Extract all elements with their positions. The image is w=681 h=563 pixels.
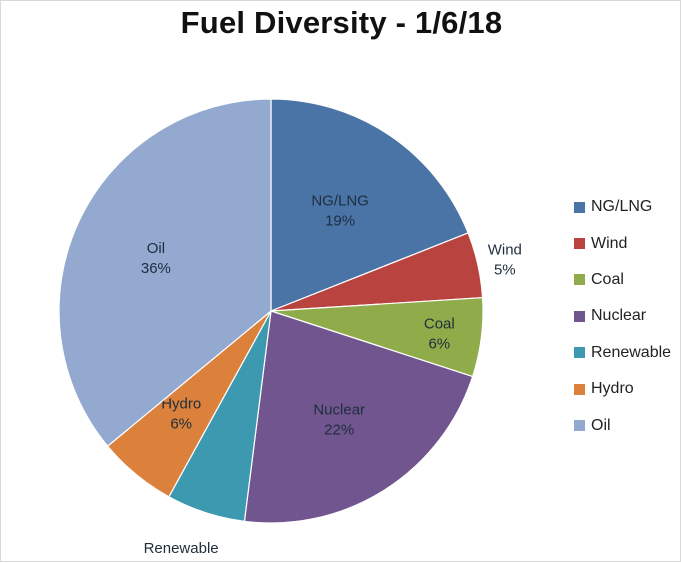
slice-label-coal: Coal 6% [424, 315, 455, 352]
slice-label-ng-lng: NG/LNG 19% [311, 192, 369, 229]
legend-item-wind: Wind [574, 225, 671, 261]
legend-label: Renewable [591, 343, 672, 361]
slice-label-hydro: Hydro 6% [161, 395, 201, 432]
legend-swatch [574, 310, 585, 322]
legend-label: Hydro [591, 380, 634, 398]
slice-percent-label: 6% [428, 335, 450, 352]
legend-label: Coal [591, 270, 624, 288]
slice-category-label: Renewable [144, 540, 219, 557]
slice-category-label: Wind [488, 242, 522, 259]
slice-percent-label: 22% [324, 421, 354, 438]
legend-item-coal: Coal [574, 262, 671, 298]
legend-swatch [574, 201, 585, 213]
chart-title: Fuel Diversity - 1/6/18 [180, 5, 503, 40]
legend-label: Wind [591, 234, 628, 252]
slice-percent-label: 5% [494, 262, 516, 279]
legend-item-renewable: Renewable [574, 335, 671, 371]
pie-slice-ng-lng [270, 98, 469, 312]
slice-category-label: Coal [424, 315, 455, 332]
slice-label-wind: Wind 5% [488, 242, 522, 279]
legend-item-oil: Oil [574, 407, 671, 443]
legend-item-nuclear: Nuclear [574, 298, 671, 334]
slice-label-nuclear: Nuclear 22% [313, 401, 365, 438]
slice-category-label: Oil [147, 240, 165, 257]
slice-category-label: Nuclear [313, 401, 365, 418]
legend-item-hydro: Hydro [574, 371, 671, 407]
legend-label: Nuclear [591, 307, 647, 325]
slice-category-label: Hydro [161, 395, 201, 412]
legend-label: Oil [591, 416, 611, 434]
legend-swatch [574, 274, 585, 286]
slice-category-label: NG/LNG [311, 192, 369, 209]
slice-percent-label: 19% [325, 212, 355, 229]
pie-slice-oil [58, 98, 272, 447]
slice-label-oil: Oil 36% [141, 240, 171, 277]
chart-legend: NG/LNG Wind Coal Nuclear Renewable Hydro Oil [574, 189, 671, 444]
legend-swatch [574, 420, 585, 432]
legend-item-ng-lng: NG/LNG [574, 189, 671, 225]
slice-percent-label: 36% [141, 260, 171, 277]
slice-label-renewable: Renewable6% [144, 540, 219, 563]
legend-swatch [574, 238, 585, 250]
legend-swatch [574, 383, 585, 395]
legend-label: NG/LNG [591, 198, 653, 216]
legend-swatch [574, 347, 585, 359]
slice-percent-label: 6% [170, 415, 192, 432]
pie-slice-nuclear [243, 310, 474, 524]
